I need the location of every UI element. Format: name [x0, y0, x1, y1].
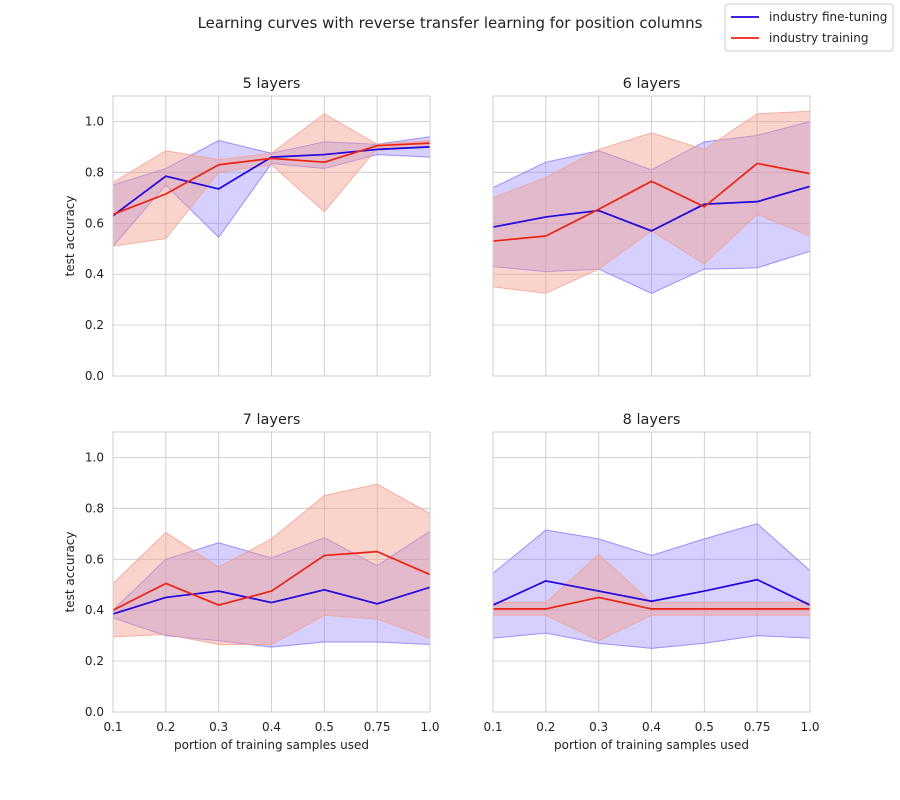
- subplot-5-layers: 5 layers 0.0 0.2 0.4 0.6 0.8 1.0 test accuracy: [63, 76, 431, 383]
- y-tick-label: 0.2: [85, 318, 104, 332]
- y-tick-label: 0.6: [85, 216, 104, 230]
- x-tick-label: 1.0: [420, 720, 439, 734]
- confidence-band-industry-training: [113, 483, 430, 646]
- y-axis-label: test accuracy: [63, 196, 77, 277]
- legend-label-training: industry training: [769, 31, 868, 45]
- x-axis-label: portion of training samples used: [174, 738, 369, 752]
- x-tick-label: 0.4: [642, 720, 661, 734]
- legend-frame: [724, 3, 894, 52]
- x-tick-label: 0.5: [695, 720, 714, 734]
- subplot-title: 8 layers: [623, 412, 681, 428]
- confidence-band-industry-fine-tuning: [493, 523, 810, 649]
- subplot-title: 6 layers: [623, 76, 681, 92]
- y-tick-label: 0.0: [85, 705, 104, 719]
- x-tick-label: 0.1: [103, 720, 122, 734]
- x-tick-label: 0.75: [364, 720, 391, 734]
- y-tick-label: 1.0: [85, 450, 104, 464]
- series-line-industry-training: [113, 142, 430, 216]
- axes-frame: [112, 95, 431, 377]
- series-line-industry-fine-tuning: [113, 586, 430, 615]
- subplots: 5 layers 0.0 0.2 0.4 0.6 0.8 1.0 test accuracy 6…: [63, 76, 820, 752]
- y-tick-label: 0.6: [85, 552, 104, 566]
- y-tick-label: 0.4: [85, 267, 104, 281]
- subplot-title: 7 layers: [243, 412, 301, 428]
- x-tick-label: 0.75: [744, 720, 771, 734]
- x-tick-label: 0.3: [209, 720, 228, 734]
- y-axis-label: test accuracy: [63, 532, 77, 613]
- confidence-band-industry-training: [493, 110, 810, 294]
- confidence-band-industry-training: [493, 553, 810, 642]
- x-tick-label: 0.2: [156, 720, 175, 734]
- x-tick-label: 0.2: [536, 720, 555, 734]
- series-line-industry-training: [493, 162, 810, 242]
- series-line-industry-fine-tuning: [493, 185, 810, 232]
- series-line-industry-fine-tuning: [113, 146, 430, 217]
- series-line-industry-fine-tuning: [493, 578, 810, 606]
- y-tick-label: 0.8: [85, 165, 104, 179]
- subplot-7-layers: 7 layers 0.0 0.2 0.4 0.6 0.8 1.0 0.1 0.2 0.3 0.4 0.…: [63, 412, 440, 752]
- axes-frame: [492, 431, 811, 713]
- legend-label-fine-tuning: industry fine-tuning: [769, 10, 887, 24]
- confidence-band-industry-fine-tuning: [493, 120, 810, 294]
- confidence-band-industry-fine-tuning: [113, 136, 430, 247]
- axes-frame: [112, 431, 431, 713]
- y-tick-label: 0.2: [85, 654, 104, 668]
- series-line-industry-training: [493, 596, 810, 610]
- series-line-industry-training: [113, 550, 430, 611]
- legend: industry fine-tuning industry training: [724, 3, 894, 52]
- x-axis-label: portion of training samples used: [554, 738, 749, 752]
- subplot-6-layers: 6 layers: [492, 76, 811, 377]
- y-tick-label: 0.8: [85, 501, 104, 515]
- axes-frame: [492, 95, 811, 377]
- y-tick-label: 1.0: [85, 114, 104, 128]
- figure-title: Learning curves with reverse transfer le…: [198, 14, 703, 32]
- x-tick-label: 0.3: [589, 720, 608, 734]
- x-tick-label: 0.4: [262, 720, 281, 734]
- confidence-band-industry-training: [113, 113, 430, 247]
- x-tick-label: 0.5: [315, 720, 334, 734]
- subplot-title: 5 layers: [243, 76, 301, 92]
- subplot-8-layers: 8 layers 0.1 0.2 0.3 0.4 0.5 0.75 1.0 portion of…: [483, 412, 819, 752]
- y-tick-label: 0.0: [85, 369, 104, 383]
- y-tick-label: 0.4: [85, 603, 104, 617]
- x-tick-label: 1.0: [800, 720, 819, 734]
- x-tick-label: 0.1: [483, 720, 502, 734]
